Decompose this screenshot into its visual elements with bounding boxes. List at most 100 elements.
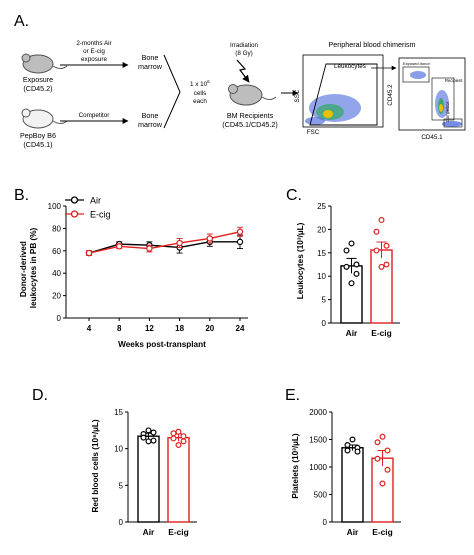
- lightning-icon: [236, 59, 250, 83]
- recipients-label: BM Recipients: [227, 111, 274, 120]
- chart-b-point-ecig: [85, 249, 93, 257]
- chart-b-xtick-label: 20: [205, 324, 214, 333]
- chart-c-ytick-label: 0: [322, 319, 327, 328]
- chart-b-point-air: [236, 238, 244, 246]
- exposure-step-line1: 2-months Air: [76, 40, 111, 47]
- chart-e-data-point: [384, 466, 391, 473]
- chart-b-xtick-label: 8: [117, 324, 122, 333]
- chart-b-xlabel: Weeks post-transplant: [118, 340, 206, 349]
- flow-plot-1: [302, 54, 384, 128]
- chart-c-data-point: [378, 263, 385, 270]
- chart-d-data-point: [170, 430, 177, 437]
- panel-label-a: A.: [14, 13, 29, 30]
- chart-e-ytick-label: 2000: [309, 408, 327, 417]
- chart-e-category-label: E-cig: [372, 527, 392, 537]
- chart-c-category-label: Air: [346, 328, 358, 338]
- exposure-mouse-cd: (CD45.2): [23, 84, 52, 93]
- chart-d-data-point: [180, 433, 187, 440]
- irradiation-dose: (8 Gy): [235, 50, 253, 57]
- chart-c-data-point: [378, 217, 385, 224]
- chart-c-data-point: [353, 270, 360, 277]
- chart-c-category-label: E-cig: [371, 328, 391, 338]
- chart-e-data-point: [379, 433, 386, 440]
- cells-count-unit: cells: [194, 90, 207, 97]
- chart-d-data-point: [145, 427, 152, 434]
- leukocytes-gate-label: Leukocytes: [334, 63, 366, 70]
- chart-b-ytick-label: 100: [48, 202, 62, 211]
- chart-c-data-point: [343, 263, 350, 270]
- chart-e-category-label: Air: [347, 527, 359, 537]
- chart-c-ytick-label: 20: [317, 225, 326, 234]
- chart-e-ylabel: Platelets (10³/µL): [291, 433, 300, 499]
- chart-d-data-point: [150, 437, 157, 444]
- competitor-mouse-cd: (CD45.1): [23, 140, 52, 149]
- chart-b-legend: Air E-cig: [65, 196, 111, 220]
- chart-b-ytick-label: 80: [52, 224, 61, 233]
- chart-c-data-point: [373, 247, 380, 254]
- chart-e-ytick-label: 500: [314, 491, 328, 500]
- chart-c-data-point: [373, 228, 380, 235]
- chart-c-ylabel: Leukocytes (10³/µL): [296, 222, 305, 299]
- chart-b-ytick-label: 60: [52, 247, 61, 256]
- chart-d: 0 5 10 15 Air E-cig: [114, 408, 197, 537]
- chart-d-ytick-label: 15: [114, 408, 123, 417]
- recipient-mouse-icon: [228, 84, 277, 106]
- chart-e-ytick-label: 1000: [309, 463, 327, 472]
- chart-b-xtick-label: 12: [145, 324, 154, 333]
- panel-label-e: E.: [285, 387, 300, 404]
- chart-d-ytick-label: 0: [119, 518, 124, 527]
- recipients-cd: (CD45.1/CD45.2): [222, 120, 278, 129]
- chart-b-ytick-label: 0: [57, 314, 62, 323]
- panel-label-d: D.: [32, 387, 48, 404]
- chart-b-xtick-label: 18: [175, 324, 184, 333]
- chart-d-bar-air: [137, 435, 160, 523]
- chart-d-category-label: E-cig: [168, 527, 188, 537]
- chart-c-data-point: [383, 261, 390, 268]
- competitor-mouse-label: PepBoy B6: [20, 131, 56, 140]
- chart-d-data-point: [180, 438, 187, 445]
- chart-d-category-label: Air: [143, 527, 155, 537]
- chart-d-ytick-label: 5: [119, 481, 124, 490]
- panel-label-c: C.: [286, 187, 302, 204]
- chart-b-ylabel: Donor-derived leukocytes in PB (%): [19, 227, 38, 308]
- chart-e-ytick-label: 0: [323, 518, 328, 527]
- chart-d-ylabel: Red blood cells (10⁶/µL): [91, 419, 100, 512]
- bone-marrow-label-1a: Bone: [142, 53, 159, 62]
- competitor-gate-label: Competitor: [445, 101, 450, 122]
- chart-b-point-ecig: [176, 239, 183, 247]
- chart-e-data-point: [349, 436, 356, 443]
- chart-e-data-point: [374, 455, 381, 462]
- merge-bracket: [163, 54, 181, 129]
- chart-b-point-ecig: [206, 235, 213, 242]
- chart-d-data-point: [140, 434, 147, 441]
- chart-c-bar-ecig: [370, 249, 393, 324]
- chart-d-data-point: [145, 438, 152, 445]
- bone-marrow-label-2b: marrow: [138, 120, 163, 129]
- chart-e: 0 500 1000 1500 2000 Air E-cig: [309, 408, 401, 537]
- exposure-mouse-icon: [21, 53, 68, 74]
- chart-e-ytick-label: 1500: [309, 436, 327, 445]
- chart-b-ytick-label: 40: [52, 269, 61, 278]
- chart-d-data-point: [175, 428, 182, 435]
- panel-label-b: B.: [14, 187, 29, 204]
- chart-b-xtick-label: 4: [87, 324, 92, 333]
- flow-plot-2: [398, 57, 466, 131]
- chart-b-line-ecig: [88, 231, 241, 254]
- chart-d-ytick-label: 10: [114, 445, 123, 454]
- chart-b-point-ecig: [236, 228, 244, 235]
- exposed-donor-gate-label: Exposed donor: [403, 61, 431, 66]
- chart-c-data-point: [348, 280, 355, 287]
- chart-c-data-point: [348, 240, 355, 247]
- bone-marrow-label-2a: Bone: [142, 111, 159, 120]
- chart-d-data-point: [170, 435, 177, 442]
- chart-c-ytick-label: 25: [317, 202, 326, 211]
- cd45-1-axis-label: CD45.1: [421, 134, 443, 141]
- chart-d-data-point: [150, 429, 157, 436]
- legend-ecig: E-cig: [90, 210, 111, 220]
- chart-c-data-point: [343, 247, 350, 254]
- chart-c: 0 5 10 15 20 25 Air E-cig: [317, 202, 400, 338]
- chart-e-data-point: [379, 480, 386, 487]
- chart-e-data-point: [344, 447, 351, 454]
- exposure-mouse-label: Exposure: [23, 75, 53, 84]
